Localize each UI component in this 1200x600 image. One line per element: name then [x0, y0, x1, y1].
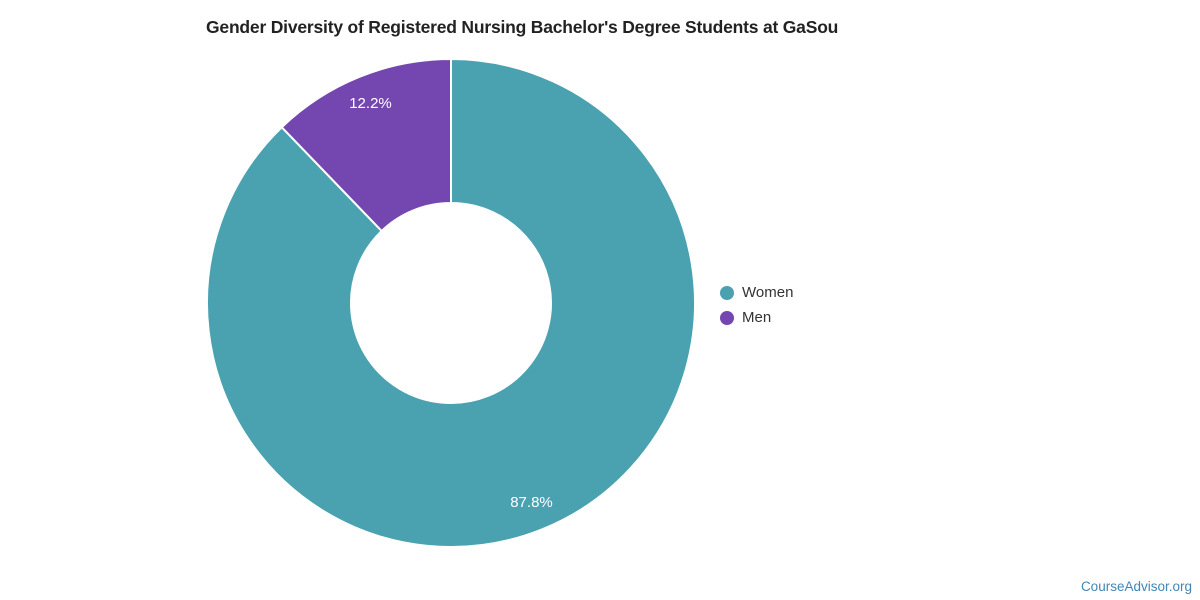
chart-legend: Women Men — [720, 280, 793, 330]
slice-label-women: 87.8% — [510, 494, 553, 511]
legend-swatch-men-icon — [720, 310, 734, 325]
donut-chart: 87.8% 12.2% — [206, 58, 696, 548]
chart-title: Gender Diversity of Registered Nursing B… — [206, 17, 839, 37]
legend-label-women: Women — [742, 284, 794, 301]
courseadvisor-watermark-link[interactable]: CourseAdvisor.org — [1080, 579, 1192, 594]
legend-item-women: Women — [720, 280, 793, 305]
legend-swatch-women-icon — [720, 285, 734, 300]
legend-item-men: Men — [720, 305, 793, 330]
slice-label-men: 12.2% — [349, 95, 392, 112]
legend-label-men: Men — [742, 309, 772, 326]
pie-slice-men — [280, 58, 452, 232]
pie-slice-women — [206, 58, 696, 548]
